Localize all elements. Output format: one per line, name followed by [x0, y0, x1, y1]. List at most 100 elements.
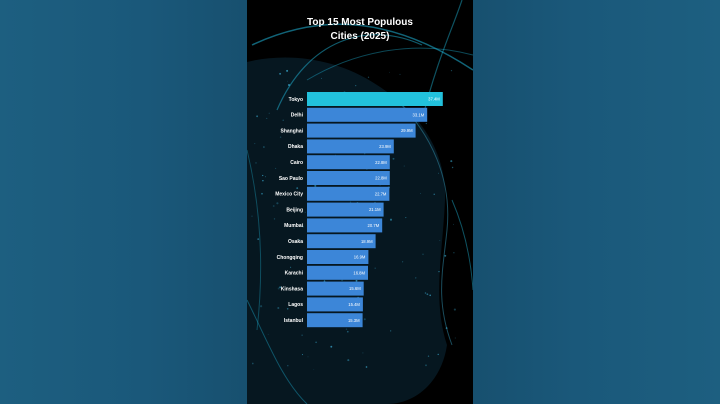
- bar: [307, 107, 428, 122]
- city-light-dot: [286, 69, 289, 72]
- city-light-dot: [439, 240, 441, 241]
- city-light-dot: [362, 352, 364, 354]
- city-light-dot: [264, 176, 267, 178]
- city-light-dot: [355, 279, 358, 282]
- category-label: Tokyo: [289, 97, 303, 103]
- city-light-dot: [453, 252, 455, 254]
- city-light-dot: [399, 73, 401, 75]
- bar: [307, 202, 384, 217]
- bar: [307, 139, 394, 154]
- bar-chart: Tokyo 37.4M Delhi 33.1M Shanghai 29.9M Dhaka 23…: [275, 92, 443, 328]
- city-light-dot: [254, 143, 256, 145]
- value-label: 22.8M: [375, 176, 387, 181]
- city-light-dot: [429, 294, 431, 297]
- bar: [307, 155, 390, 170]
- city-light-dot: [437, 172, 440, 174]
- city-light-dot: [260, 305, 263, 308]
- flight-arc-1: [251, 23, 473, 71]
- city-light-dot: [251, 362, 254, 365]
- city-light-dot: [277, 287, 280, 290]
- city-light-dot: [287, 83, 291, 87]
- bar: [307, 297, 363, 312]
- city-light-dot: [272, 205, 275, 207]
- city-light-dot: [341, 279, 344, 282]
- city-light-dot: [279, 136, 282, 138]
- city-light-dot: [257, 238, 260, 240]
- bar: [307, 234, 376, 249]
- city-light-dot: [438, 270, 440, 273]
- category-label: Shanghai: [280, 128, 303, 134]
- city-light-dot: [301, 334, 303, 336]
- city-light-dot: [363, 318, 366, 321]
- city-light-dot: [345, 328, 348, 330]
- city-light-dot: [426, 293, 429, 296]
- city-light-dot: [251, 215, 253, 217]
- value-label: 33.1M: [413, 112, 425, 117]
- city-light-dot: [454, 337, 456, 339]
- flight-arc-6: [451, 199, 473, 291]
- bar: [307, 265, 368, 280]
- city-light-dot: [286, 80, 288, 82]
- category-label: Delhi: [291, 113, 304, 119]
- city-light-dot: [433, 193, 435, 195]
- city-light-dot: [268, 112, 270, 114]
- city-light-dot: [323, 280, 326, 282]
- flight-arc-7: [247, 149, 262, 331]
- city-light-dot: [282, 119, 284, 121]
- city-light-dot: [451, 166, 454, 169]
- city-light-dot: [367, 76, 370, 78]
- value-label: 18.9M: [361, 239, 373, 244]
- city-light-dot: [405, 217, 407, 219]
- city-light-dot: [422, 253, 424, 256]
- city-light-dot: [437, 353, 439, 356]
- city-light-dot: [266, 117, 268, 119]
- chart-title: Top 15 Most Populous Cities (2025): [247, 16, 473, 44]
- city-light-dot: [374, 201, 376, 203]
- bar: [307, 171, 390, 185]
- bar: [307, 218, 383, 233]
- value-label: 16.9M: [354, 255, 366, 260]
- bar: [307, 281, 364, 296]
- value-label: 16.8M: [353, 270, 365, 275]
- city-light-dot: [453, 223, 454, 225]
- value-label: 15.4M: [348, 302, 360, 307]
- city-light-dot: [415, 277, 417, 279]
- city-light-dot: [349, 201, 352, 203]
- city-light-dot: [277, 306, 280, 310]
- value-label: 37.4M: [428, 97, 440, 102]
- city-light-dot: [450, 69, 453, 72]
- bar: [307, 123, 416, 138]
- city-light-dot: [420, 193, 422, 195]
- city-light-dot: [313, 369, 315, 371]
- city-light-dot: [256, 115, 258, 118]
- city-light-dot: [425, 364, 427, 367]
- category-label: Sao Paulo: [279, 176, 303, 182]
- video-frame: Top 15 Most Populous Cities (2025) Tokyo…: [247, 0, 473, 404]
- city-light-dot: [279, 286, 281, 289]
- city-light-dot: [298, 238, 301, 241]
- city-light-dot: [307, 356, 309, 358]
- city-light-dot: [390, 330, 392, 332]
- bar: [307, 250, 369, 264]
- city-light-dot: [296, 187, 299, 189]
- category-label: Chongqing: [277, 255, 303, 261]
- value-label: 15.6M: [349, 286, 361, 291]
- city-light-dot: [290, 160, 292, 162]
- city-light-dot: [304, 211, 306, 213]
- city-light-dot: [346, 330, 349, 333]
- value-label: 20.7M: [368, 223, 380, 228]
- city-light-dot: [444, 254, 447, 257]
- city-light-dot: [374, 267, 376, 270]
- city-light-dot: [392, 157, 395, 160]
- category-label: Mumbai: [284, 223, 304, 229]
- city-light-dot: [320, 77, 322, 79]
- bar: [307, 92, 443, 106]
- city-light-dot: [379, 184, 381, 186]
- city-light-dot: [275, 167, 277, 169]
- city-light-dot: [365, 366, 368, 368]
- city-light-dot: [279, 72, 282, 75]
- value-label: 22.7M: [375, 191, 387, 196]
- city-light-dot: [286, 308, 289, 310]
- city-light-dot: [347, 359, 350, 362]
- category-label: Mexico City: [275, 192, 303, 198]
